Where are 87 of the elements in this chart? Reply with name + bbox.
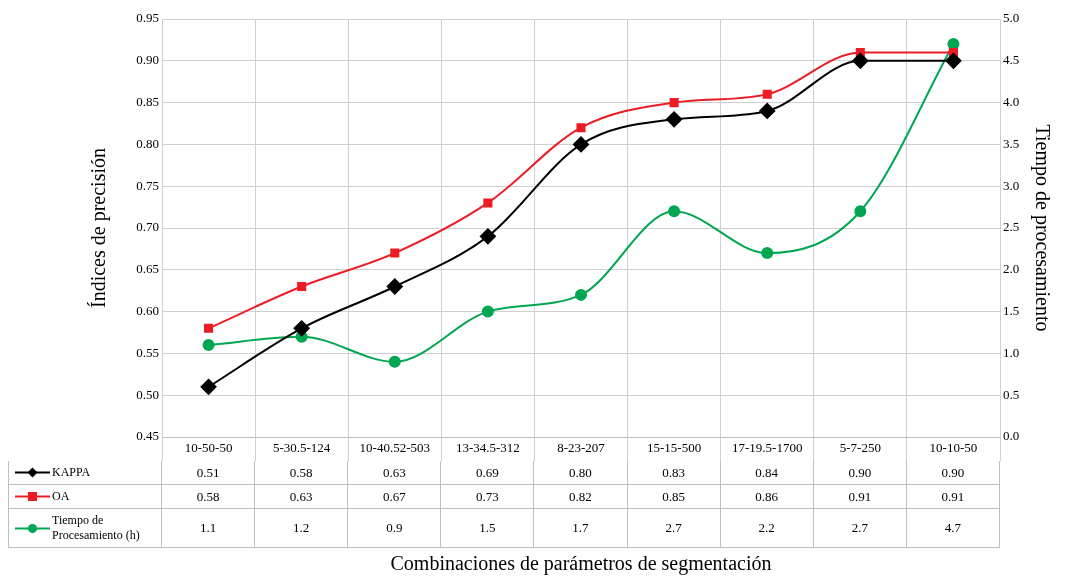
x-tick-label: 17-19.5-1700: [732, 440, 803, 456]
point: [204, 323, 214, 333]
data-label: 1.5: [441, 509, 535, 548]
point: [945, 52, 962, 69]
point: [200, 378, 217, 395]
data-label: 2.7: [627, 509, 721, 548]
data-label: 0.9: [348, 509, 442, 548]
legend-label: KAPPA: [52, 465, 91, 480]
y-tick-label: 0.90: [136, 52, 159, 68]
data-label: 0.51: [162, 461, 256, 485]
x-tick-label: 10-10-50: [929, 440, 978, 456]
y2-tick-label: 4.0: [1003, 94, 1020, 110]
data-label: 0.69: [441, 461, 535, 485]
point: [852, 52, 869, 69]
legend-label: Tiempo de Procesamiento (h): [52, 513, 141, 543]
y2-tick-label: 3.0: [1003, 177, 1020, 193]
point: [479, 228, 496, 245]
y-tick-label: 0.55: [136, 344, 159, 360]
point: [481, 305, 494, 318]
point: [759, 102, 776, 119]
y2-tick-label: 1.5: [1003, 303, 1020, 319]
data-label: 0.84: [720, 461, 814, 485]
point: [293, 320, 310, 337]
y2-axis-title: Tiempo de procesamiento: [1030, 124, 1054, 332]
data-label: 0.83: [627, 461, 721, 485]
y-tick-label: 0.75: [136, 177, 159, 193]
point: [575, 288, 587, 301]
data-label: 0.90: [813, 461, 907, 485]
point: [668, 205, 681, 218]
data-label: 0.86: [720, 485, 814, 509]
data-label: 1.2: [255, 509, 349, 548]
y2-tick-label: 3.5: [1003, 135, 1020, 151]
x-tick-label: 8-23-207: [557, 440, 606, 456]
data-label: 2.2: [720, 509, 814, 548]
x-tick-label: 15-15-500: [647, 440, 702, 456]
y2-tick-label: 2.0: [1003, 261, 1020, 277]
y-tick-label: 0.60: [136, 303, 159, 319]
y2-tick-label: 0.5: [1003, 386, 1020, 402]
y2-tick-label: 5.0: [1003, 10, 1020, 26]
data-label: 0.67: [348, 485, 442, 509]
point: [388, 355, 401, 368]
y-tick-label: 0.80: [136, 135, 159, 151]
point: [390, 248, 400, 258]
data-label: 1.7: [534, 509, 628, 548]
y-tick-label: 0.50: [136, 386, 159, 402]
data-label: 0.91: [813, 485, 907, 509]
data-label: 0.63: [348, 461, 442, 485]
data-label: 0.82: [534, 485, 628, 509]
point: [669, 98, 679, 108]
point: [386, 278, 403, 295]
point: [854, 205, 867, 218]
x-axis-title: Combinaciones de parámetros de segmentación: [389, 552, 773, 575]
point: [297, 281, 307, 292]
x-tick-label: 10-50-50: [184, 440, 233, 456]
data-label: 2.7: [813, 509, 907, 548]
y-tick-label: 0.65: [136, 261, 159, 277]
x-tick-label: 13-34.5-312: [455, 440, 520, 456]
data-label: 1.1: [162, 509, 256, 548]
x-tick-label: 10-40.52-503: [359, 440, 430, 456]
data-label: 0.58: [162, 485, 256, 509]
point: [761, 247, 774, 260]
data-label: 0.80: [534, 461, 628, 485]
legend-label: OA: [52, 489, 70, 504]
data-label: 0.91: [906, 485, 1000, 509]
y2-tick-label: 2.5: [1003, 219, 1020, 235]
data-label: 0.63: [255, 485, 349, 509]
x-tick-label: 5-7-250: [839, 440, 881, 456]
y2-tick-label: 4.5: [1003, 52, 1020, 68]
x-tick-label: 5-30.5-124: [272, 440, 331, 456]
point: [573, 136, 589, 153]
point: [762, 89, 772, 99]
data-label: 4.7: [906, 509, 1000, 548]
data-label: 0.90: [906, 461, 1000, 485]
y2-tick-label: 1.0: [1003, 344, 1020, 360]
y-tick-label: 0.85: [136, 94, 159, 110]
y-tick-label: 0.95: [136, 10, 159, 26]
data-label: 0.73: [441, 485, 535, 509]
data-label: 0.85: [627, 485, 721, 509]
y2-tick-label: 0.0: [1003, 428, 1020, 444]
point: [576, 123, 586, 133]
point: [202, 339, 215, 352]
point: [483, 198, 493, 208]
point: [666, 111, 683, 128]
y-axis-title: Índices de precisión: [87, 148, 111, 308]
data-label: 0.58: [255, 461, 349, 485]
y-tick-label: 0.70: [136, 219, 159, 235]
y-tick-label: 0.45: [136, 428, 159, 444]
